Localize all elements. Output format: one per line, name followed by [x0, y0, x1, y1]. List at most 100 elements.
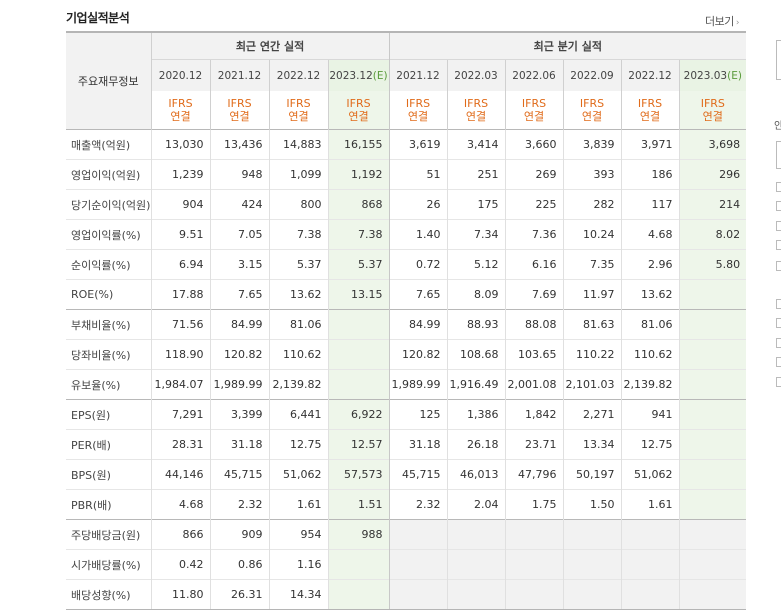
- table-cell: 81.06: [620, 309, 680, 340]
- table-cell: 2.96: [620, 249, 680, 280]
- table-cell: [678, 279, 747, 310]
- table-row: 순이익률(%) 6.94 3.15 5.37 5.37 0.72 5.12 6.16 7.35 2…: [66, 249, 747, 280]
- row-label: PBR(배): [66, 489, 151, 520]
- table-cell: 1,989.99: [388, 369, 448, 400]
- table-cell: 120.82: [209, 339, 269, 370]
- period-label: 2023.12: [329, 69, 373, 82]
- table-cell: 7.65: [388, 279, 448, 310]
- right-panel-text: 안: [774, 121, 781, 132]
- table-cell: 13.62: [268, 279, 328, 310]
- financial-summary-table: 주요재무정보 최근 연간 실적 최근 분기 실적 2020.12 2021.12 2…: [66, 31, 747, 610]
- right-panel-input[interactable]: [776, 141, 781, 169]
- ifrs-consolidated-label: IFRS 연결: [209, 91, 269, 130]
- table-cell: [327, 339, 390, 370]
- table-cell: 904: [150, 189, 210, 220]
- table-cell: 1.40: [388, 219, 448, 250]
- ifrs-label: IFRS: [637, 97, 663, 110]
- ifrs-label: IFRS: [579, 97, 605, 110]
- table-cell: 225: [504, 189, 564, 220]
- period-header: 2023.12(E): [327, 59, 390, 91]
- table-cell: 868: [327, 189, 390, 220]
- table-cell: 1.75: [504, 489, 564, 520]
- right-panel-checkbox[interactable]: [776, 261, 781, 271]
- table-cell: 26.18: [446, 429, 506, 460]
- table-cell: 2.32: [388, 489, 448, 520]
- table-cell: 3,399: [209, 399, 269, 430]
- table-cell: 866: [150, 519, 210, 550]
- table-cell: 282: [562, 189, 622, 220]
- row-label: 영업이익(억원): [66, 159, 151, 190]
- table-cell: 12.57: [327, 429, 390, 460]
- table-cell: 45,715: [209, 459, 269, 490]
- table-cell: 1,099: [268, 159, 328, 190]
- table-cell: 2.04: [446, 489, 506, 520]
- row-label: 주당배당금(원): [66, 519, 151, 550]
- table-cell: 51: [388, 159, 448, 190]
- table-cell: [620, 519, 680, 550]
- ifrs-consolidated-label: IFRS 연결: [388, 91, 448, 130]
- table-cell: 71.56: [150, 309, 210, 340]
- table-cell: 3,414: [446, 129, 506, 160]
- right-panel-checkbox[interactable]: [776, 299, 781, 309]
- estimate-marker: (E): [727, 69, 742, 82]
- table-cell: [620, 549, 680, 580]
- right-panel-checkbox[interactable]: [776, 240, 781, 250]
- table-cell: 2,001.08: [504, 369, 564, 400]
- consolidated-label: 연결: [288, 110, 309, 123]
- table-cell: 186: [620, 159, 680, 190]
- right-panel-checkbox[interactable]: [776, 182, 781, 192]
- period-header: 2023.03(E): [678, 59, 747, 91]
- right-panel-checkbox[interactable]: [776, 357, 781, 367]
- table-cell: [446, 519, 506, 550]
- table-cell: 1,916.49: [446, 369, 506, 400]
- table-cell: 11.97: [562, 279, 622, 310]
- table-row: 당좌비율(%) 118.90 120.82 110.62 120.82 108.68 103…: [66, 339, 747, 370]
- table-cell: 31.18: [388, 429, 448, 460]
- table-cell: 117: [620, 189, 680, 220]
- table-cell: 1,842: [504, 399, 564, 430]
- right-panel-checkbox[interactable]: [776, 221, 781, 231]
- table-row: 영업이익률(%) 9.51 7.05 7.38 7.38 1.40 7.34 7.36 10.2…: [66, 219, 747, 250]
- annual-group-header: 최근 연간 실적: [150, 31, 390, 60]
- row-label: 유보율(%): [66, 369, 151, 400]
- table-cell: 7.38: [268, 219, 328, 250]
- ifrs-consolidated-label: IFRS 연결: [446, 91, 506, 130]
- right-panel-checkbox[interactable]: [776, 338, 781, 348]
- consolidated-label: 연결: [581, 110, 603, 123]
- period-label: 2022.09: [570, 69, 614, 82]
- ifrs-label: IFRS: [700, 97, 725, 110]
- period-label: 2022.06: [512, 69, 556, 82]
- table-cell: 0.72: [388, 249, 448, 280]
- ifrs-consolidated-label: IFRS 연결: [268, 91, 328, 130]
- row-label: ROE(%): [66, 279, 151, 310]
- row-label: BPS(원): [66, 459, 151, 490]
- right-panel-checkbox[interactable]: [776, 201, 781, 211]
- table-row: 시가배당률(%) 0.42 0.86 1.16: [66, 549, 747, 580]
- table-cell: [562, 519, 622, 550]
- table-cell: 6.94: [150, 249, 210, 280]
- ifrs-consolidated-label: IFRS 연결: [678, 91, 747, 130]
- table-cell: 988: [327, 519, 390, 550]
- table-cell: [678, 489, 747, 520]
- table-cell: 269: [504, 159, 564, 190]
- table-cell: 26.31: [209, 579, 269, 610]
- consolidated-label: 연결: [170, 110, 191, 123]
- more-link-label: 더보기: [705, 15, 734, 28]
- table-cell: 1.61: [268, 489, 328, 520]
- table-cell: 13.34: [562, 429, 622, 460]
- right-panel-checkbox[interactable]: [776, 318, 781, 328]
- table-cell: [388, 579, 448, 610]
- table-cell: 6.16: [504, 249, 564, 280]
- table-cell: 13,436: [209, 129, 269, 160]
- right-panel-checkbox[interactable]: [776, 377, 781, 387]
- table-cell: 125: [388, 399, 448, 430]
- period-label: 2021.12: [396, 69, 440, 82]
- table-row: 당기순이익(억원) 904 424 800 868 26 175 225 282 117 214: [66, 189, 747, 220]
- table-cell: 6,922: [327, 399, 390, 430]
- table-cell: [327, 549, 390, 580]
- row-label: 영업이익률(%): [66, 219, 151, 250]
- table-cell: [504, 519, 564, 550]
- table-cell: 10.24: [562, 219, 622, 250]
- consolidated-label: 연결: [465, 110, 487, 123]
- more-link[interactable]: 더보기 ›: [705, 13, 740, 29]
